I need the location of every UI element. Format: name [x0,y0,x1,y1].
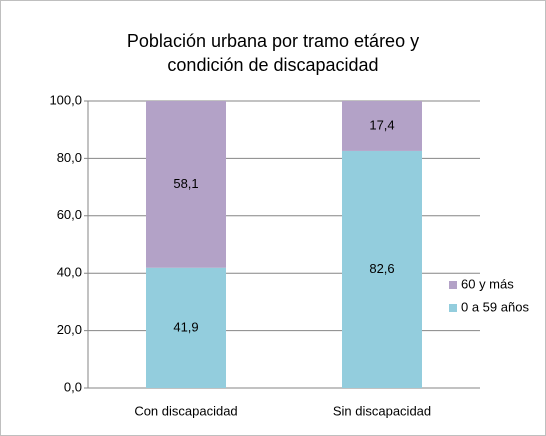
x-tick-label: Sin discapacidad [333,403,431,418]
chart-title: condición de discapacidad [167,55,378,75]
y-tick-label: 100,0 [49,92,82,107]
y-tick-label: 0,0 [64,379,82,394]
x-tick-label: Con discapacidad [134,403,237,418]
bar-segment [146,101,226,268]
y-tick-label: 20,0 [57,322,82,337]
bar-segment [342,101,422,151]
bar-segment [146,267,226,388]
y-tick-label: 40,0 [57,265,82,280]
legend-label: 60 y más [461,276,514,291]
bar-segment [342,150,422,388]
y-tick-label: 60,0 [57,207,82,222]
chart-title: Población urbana por tramo etáreo y [127,31,419,51]
data-label: 58,1 [173,176,198,191]
legend-label: 0 a 59 años [461,299,529,314]
data-label: 17,4 [369,117,394,132]
y-tick-label: 80,0 [57,150,82,165]
legend-swatch [449,281,457,289]
data-label: 82,6 [369,261,394,276]
legend-swatch [449,304,457,312]
data-label: 41,9 [173,319,198,334]
